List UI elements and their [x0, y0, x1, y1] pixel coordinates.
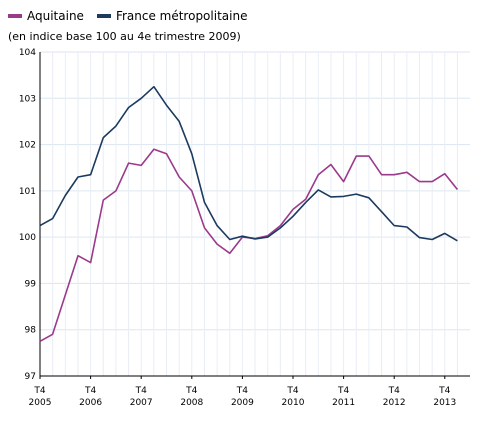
- x-tick-label: T4: [438, 386, 450, 396]
- y-tick-label: 102: [19, 141, 36, 151]
- x-tick-year: 2010: [282, 398, 305, 408]
- legend: Aquitaine France métropolitaine: [8, 9, 260, 23]
- x-tick-year: 2005: [29, 398, 52, 408]
- x-tick-year: 2012: [383, 398, 406, 408]
- x-tick-label: T4: [337, 386, 349, 396]
- grid: [39, 51, 470, 377]
- y-tick-label: 103: [19, 94, 36, 104]
- x-tick-label: T4: [185, 386, 197, 396]
- axes: 97 98 99 100 101 102 103 104 T4 2005 T4 2006 T4 2007 T…: [19, 48, 470, 408]
- legend-item-france: France métropolitaine: [96, 9, 248, 23]
- x-tick-label: T4: [84, 386, 96, 396]
- x-tick-year: 2008: [180, 398, 203, 408]
- legend-swatch-aquitaine: [8, 14, 22, 18]
- x-tick-year: 2009: [231, 398, 254, 408]
- legend-swatch-france: [96, 14, 111, 18]
- chart-subtitle: (en indice base 100 au 4e trimestre 2009…: [8, 30, 241, 43]
- x-tick-year: 2013: [433, 398, 456, 408]
- x-tick-year: 2011: [332, 398, 355, 408]
- x-tick-year: 2007: [130, 398, 153, 408]
- y-tick-label: 97: [25, 372, 36, 382]
- series-line-france: [39, 85, 458, 242]
- x-tick-label: T4: [388, 386, 400, 396]
- x-tick-label: T4: [135, 386, 147, 396]
- y-tick-label: 100: [19, 233, 36, 243]
- y-tick-label: 104: [19, 48, 36, 58]
- x-tick-label: T4: [236, 386, 248, 396]
- legend-item-aquitaine: Aquitaine: [8, 9, 84, 23]
- series-lines: [39, 85, 459, 342]
- series-line-aquitaine: [39, 148, 459, 342]
- y-tick-label: 98: [25, 326, 37, 336]
- legend-label-aquitaine: Aquitaine: [27, 9, 84, 23]
- legend-label-france: France métropolitaine: [115, 9, 248, 23]
- y-tick-label: 101: [19, 187, 36, 197]
- x-tick-year: 2006: [79, 398, 102, 408]
- x-tick-label: T4: [286, 386, 298, 396]
- y-tick-label: 99: [25, 279, 37, 289]
- x-tick-label: T4: [33, 386, 45, 396]
